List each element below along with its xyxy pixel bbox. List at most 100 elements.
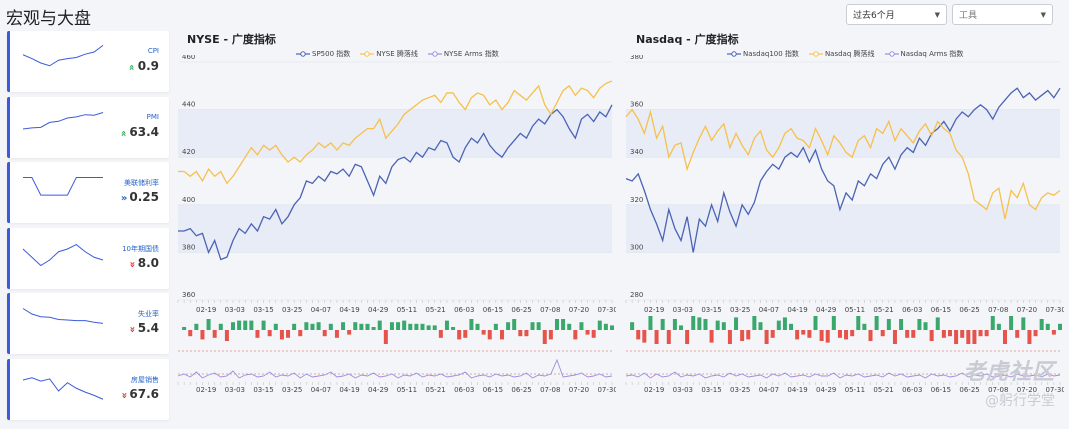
x-tick-label: 06-15 xyxy=(483,386,503,394)
tools-select-placeholder: 工具 xyxy=(959,11,978,21)
legend-label: NYSE Arms 指数 xyxy=(443,50,499,58)
indicator-label: 10年期国债 xyxy=(122,244,159,253)
breadth-bar-up xyxy=(249,320,254,330)
breadth-bar-down xyxy=(1015,330,1020,338)
breadth-bar-down xyxy=(642,330,647,343)
legend-marker-dot xyxy=(813,51,819,57)
period-select-value: 过去6个月 xyxy=(853,11,895,21)
breadth-bar-up xyxy=(408,323,413,330)
y-tick-label: 360 xyxy=(630,101,643,109)
sparkline xyxy=(22,376,104,400)
indicator-card[interactable]: 房屋销售 »67.6 xyxy=(7,358,169,420)
breadth-bar-up xyxy=(554,319,559,330)
breadth-bar-up xyxy=(899,319,904,330)
breadth-bar-down xyxy=(212,330,217,338)
x-tick-label: 05-21 xyxy=(873,386,893,394)
breadth-bar-down xyxy=(1033,330,1038,337)
x-tick-label: 04-29 xyxy=(368,386,388,394)
advance-decline-line xyxy=(625,108,1061,220)
breadth-bar-up xyxy=(782,317,787,330)
breadth-bar-down xyxy=(1002,330,1007,344)
trend-arrow-icon: » xyxy=(127,260,138,268)
breadth-bar-up xyxy=(316,322,321,330)
indicator-card[interactable]: 美联储利率 » 0.25 xyxy=(7,162,169,223)
indicator-card[interactable]: PMI »63.4 xyxy=(7,96,169,158)
breadth-bar-down xyxy=(255,330,260,338)
legend-item[interactable]: Nasdaq 腾落线 xyxy=(808,49,875,59)
x-tick-label: 03-15 xyxy=(701,386,721,394)
breadth-bar-up xyxy=(758,322,763,330)
x-tick-label: 03-25 xyxy=(730,386,750,394)
x-tick-label: 05-11 xyxy=(397,306,417,314)
breadth-bar-down xyxy=(709,330,714,343)
breadth-bar-up xyxy=(734,317,739,330)
legend-label: SP500 指数 xyxy=(312,50,351,58)
legend-marker-dot xyxy=(888,51,895,57)
breadth-bar-up xyxy=(426,325,431,330)
x-tick-label: 02-19 xyxy=(196,306,216,314)
x-tick-label: 05-11 xyxy=(845,386,865,394)
indicator-card[interactable]: 失业率 »5.4 xyxy=(7,293,169,354)
x-tick-label: 03-15 xyxy=(701,306,721,314)
legend-item[interactable]: Nasdaq Arms 指数 xyxy=(884,49,964,59)
breadth-bar-up xyxy=(292,323,297,330)
breadth-bar-up xyxy=(561,319,566,330)
legend-item[interactable]: Nasdaq100 指数 xyxy=(727,49,799,59)
breadth-bar-up xyxy=(567,323,572,330)
legend-item[interactable]: NYSE Arms 指数 xyxy=(427,49,499,59)
breadth-bar-up xyxy=(237,320,242,330)
indicator-label: 失业率 xyxy=(138,310,159,318)
breadth-bar-down xyxy=(911,330,916,338)
breadth-bar-up xyxy=(610,325,614,330)
breadth-bar-down xyxy=(746,330,751,340)
x-tick-label: 04-07 xyxy=(759,306,779,314)
legend-marker-icon xyxy=(727,51,741,57)
grid-band xyxy=(626,204,1060,253)
x-tick-label: 04-07 xyxy=(759,386,779,394)
breadth-bar-up xyxy=(261,320,266,330)
sparkline-line xyxy=(22,243,104,266)
indicator-card[interactable]: CPI »0.9 xyxy=(7,31,169,92)
breadth-bar-up xyxy=(469,319,474,330)
indicator-card[interactable]: 10年期国债 »8.0 xyxy=(7,227,169,289)
x-tick-label: 04-07 xyxy=(311,386,331,394)
breadth-bar-up xyxy=(231,322,236,330)
y-tick-label: 360 xyxy=(182,291,195,299)
legend-label: Nasdaq100 指数 xyxy=(743,50,799,58)
x-tick-label: 07-20 xyxy=(1017,306,1037,314)
chevron-down-icon: ▼ xyxy=(1040,10,1046,19)
breadth-bar-down xyxy=(499,330,504,340)
breadth-bar-up xyxy=(451,327,456,330)
breadth-bar-up xyxy=(475,323,480,330)
breadth-bar-down xyxy=(850,330,855,337)
legend-item[interactable]: SP500 指数 xyxy=(296,49,350,59)
legend-label: Nasdaq Arms 指数 xyxy=(900,50,964,58)
breadth-bar-down xyxy=(954,330,959,344)
nasdaq-legend: Nasdaq100 指数 Nasdaq 腾落线 Nasdaq Arms 指数 xyxy=(727,49,963,59)
tools-select[interactable]: 工具 ▼ xyxy=(952,4,1053,25)
y-tick-label: 460 xyxy=(182,55,195,61)
x-tick-label: 06-15 xyxy=(931,306,951,314)
legend-item[interactable]: NYSE 腾落线 xyxy=(360,49,418,59)
breadth-bar-up xyxy=(856,316,861,330)
breadth-bar-down xyxy=(636,330,641,340)
breadth-bar-down xyxy=(585,330,590,335)
x-tick-label: 07-30 xyxy=(1045,306,1064,314)
y-tick-label: 420 xyxy=(182,148,195,156)
advance-decline-line xyxy=(178,80,613,185)
x-tick-label: 06-03 xyxy=(902,386,922,394)
breadth-bar-up xyxy=(414,323,419,330)
x-tick-label: 04-19 xyxy=(787,306,807,314)
breadth-bar-down xyxy=(666,330,671,344)
breadth-bar-up xyxy=(377,320,382,330)
x-tick-label: 04-29 xyxy=(816,306,836,314)
breadth-bar-up xyxy=(691,316,696,330)
breadth-bar-up xyxy=(660,319,665,330)
sparkline-line xyxy=(23,177,103,196)
x-tick-label: 03-03 xyxy=(673,306,693,314)
sparkline-line xyxy=(22,111,104,129)
period-select[interactable]: 过去6个月 ▼ xyxy=(846,4,947,25)
y-tick-label: 320 xyxy=(630,196,643,204)
sparkline xyxy=(22,111,104,129)
legend-marker-dot xyxy=(364,51,370,57)
